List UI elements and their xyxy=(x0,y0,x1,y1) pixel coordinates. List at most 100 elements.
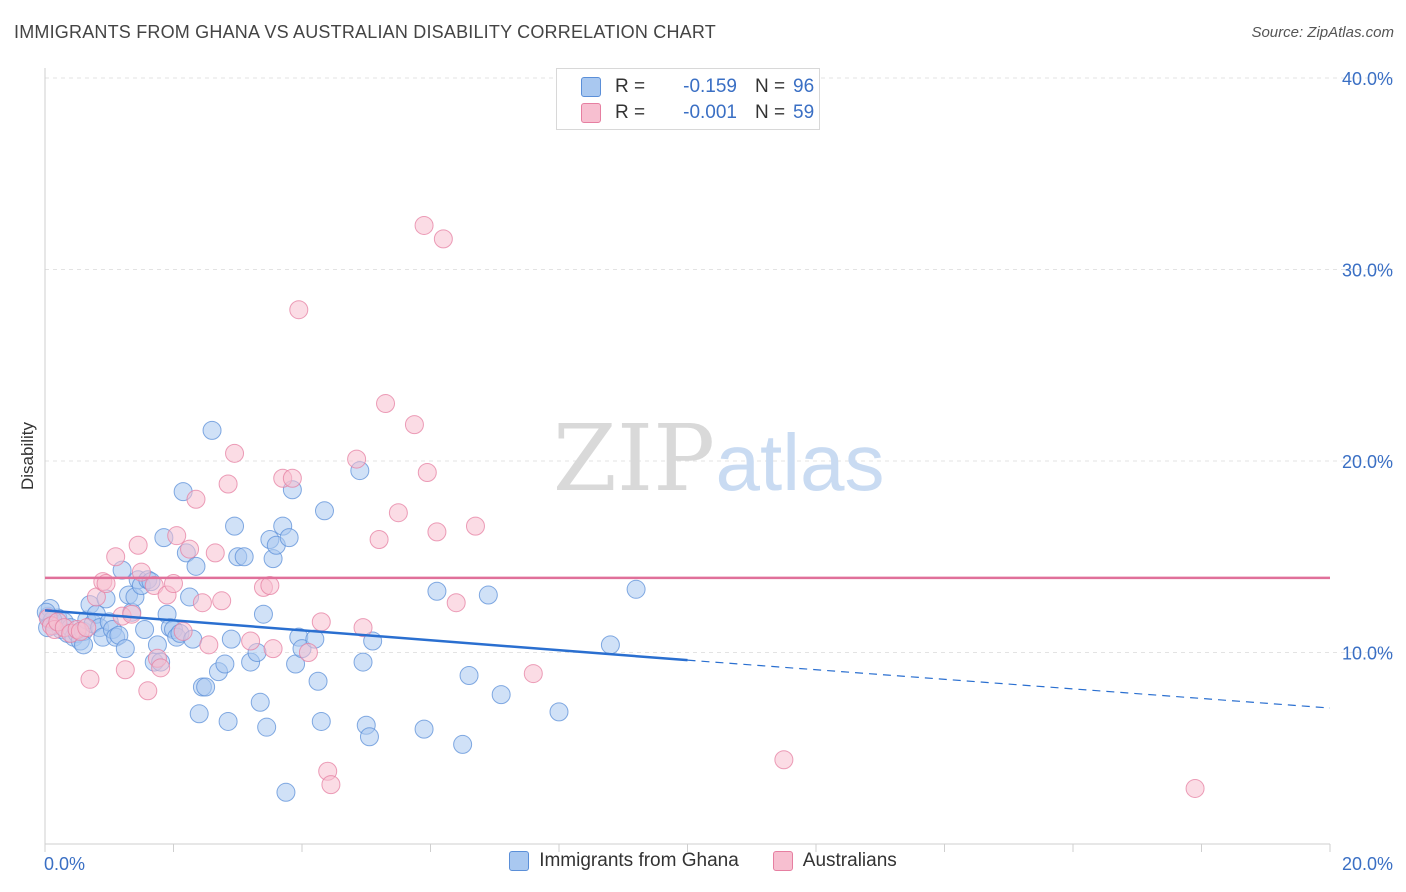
ghana-point xyxy=(459,665,479,685)
ghana-point xyxy=(253,604,273,624)
australian-point xyxy=(260,575,280,595)
ghana-point xyxy=(626,579,646,599)
ghana-point xyxy=(600,635,620,655)
ghana-point xyxy=(414,719,434,739)
australian-point xyxy=(241,631,261,651)
australian-point xyxy=(376,394,396,414)
australian-point xyxy=(167,526,187,546)
australian-point xyxy=(122,604,142,624)
ghana-trend-line xyxy=(44,609,688,662)
australian-point xyxy=(523,664,543,684)
australian-point xyxy=(180,539,200,559)
ghana-point xyxy=(279,528,299,548)
source-label: Source: ZipAtlas.com xyxy=(1251,24,1394,41)
grid-lines xyxy=(45,77,1394,653)
ghana-point xyxy=(189,704,209,724)
australian-point xyxy=(192,593,212,613)
stats-swatch-ghana xyxy=(581,77,601,97)
ghana-point xyxy=(549,702,569,722)
australian-point xyxy=(1185,778,1205,798)
n-label: N = xyxy=(755,76,786,97)
x-tick-label: 0.0% xyxy=(44,854,85,874)
ghana-point xyxy=(311,711,331,731)
r-value: -0.001 xyxy=(683,102,737,123)
ghana-point xyxy=(215,654,235,674)
ghana-point xyxy=(196,677,216,697)
australian-point xyxy=(138,681,158,701)
australian-point xyxy=(311,612,331,632)
x-tick-label: 20.0% xyxy=(1342,854,1393,874)
chart-title: IMMIGRANTS FROM GHANA VS AUSTRALIAN DISA… xyxy=(14,22,716,42)
australian-point xyxy=(347,449,367,469)
australian-point xyxy=(321,775,341,795)
australian-point xyxy=(186,489,206,509)
ghana-point xyxy=(353,652,373,672)
r-label: R = xyxy=(615,102,646,123)
y-tick-label: 30.0% xyxy=(1342,261,1393,281)
chart-legend: Immigrants from Ghana Australians xyxy=(0,850,1406,872)
ghana-point xyxy=(135,620,155,640)
australian-point xyxy=(417,462,437,482)
data-points xyxy=(36,215,1205,802)
australian-point xyxy=(446,593,466,613)
ghana-point xyxy=(308,671,328,691)
ghana-point xyxy=(250,692,270,712)
australian-point xyxy=(353,618,373,638)
legend-item-australians[interactable]: Australians xyxy=(772,850,897,872)
ghana-point xyxy=(478,585,498,605)
australian-point xyxy=(80,669,100,689)
australian-point xyxy=(212,591,232,611)
trend-lines xyxy=(44,576,1331,709)
australian-point xyxy=(144,575,164,595)
australian-point xyxy=(369,530,389,550)
australian-point xyxy=(414,215,434,235)
y-tick-label: 10.0% xyxy=(1342,644,1393,664)
ghana-point xyxy=(491,685,511,705)
australian-point xyxy=(282,468,302,488)
ghana-point xyxy=(453,734,473,754)
n-value: 59 xyxy=(793,102,815,123)
australian-point xyxy=(128,535,148,555)
legend-swatch-ghana xyxy=(509,851,530,871)
r-label: R = xyxy=(615,76,646,97)
watermark-zip: ZIP xyxy=(553,405,715,512)
tick-labels: 10.0% 20.0% 30.0% 40.0% 0.0% 20.0% xyxy=(44,69,1393,874)
stats-swatch-australians xyxy=(581,103,601,123)
australian-point xyxy=(199,635,219,655)
ghana-point xyxy=(257,717,277,737)
australian-point xyxy=(388,503,408,523)
legend-item-ghana[interactable]: Immigrants from Ghana xyxy=(509,850,739,872)
australian-point xyxy=(427,522,447,542)
australian-point xyxy=(433,229,453,249)
ghana-point xyxy=(359,727,379,747)
australian-point xyxy=(77,618,97,638)
australian-point xyxy=(115,660,135,680)
n-label: N = xyxy=(755,102,786,123)
australian-point xyxy=(173,621,193,641)
ghana-point xyxy=(218,711,238,731)
australian-point xyxy=(774,750,794,770)
australian-point xyxy=(289,300,309,320)
ghana-point xyxy=(115,639,135,659)
ghana-point xyxy=(314,501,334,521)
australian-point xyxy=(263,639,283,659)
ghana-point xyxy=(225,516,245,536)
watermark: ZIP atlas xyxy=(553,405,885,512)
legend-swatch-australians xyxy=(772,851,793,871)
stats-box: R = -0.159 N = 96 R = -0.001 N = 59 xyxy=(556,68,820,130)
y-axis-label: Disability xyxy=(18,421,37,490)
n-value: 96 xyxy=(793,76,815,97)
y-tick-label: 20.0% xyxy=(1342,452,1393,472)
ghana-point xyxy=(186,556,206,576)
australian-point xyxy=(225,443,245,463)
australian-point xyxy=(404,415,424,435)
r-value: -0.159 xyxy=(683,76,737,97)
ghana-point xyxy=(276,782,296,802)
australian-point xyxy=(106,547,126,567)
ghana-point xyxy=(234,547,254,567)
axes xyxy=(44,68,1331,852)
australian-point xyxy=(151,658,171,678)
ghana-point xyxy=(427,581,447,601)
ghana-point xyxy=(202,420,222,440)
